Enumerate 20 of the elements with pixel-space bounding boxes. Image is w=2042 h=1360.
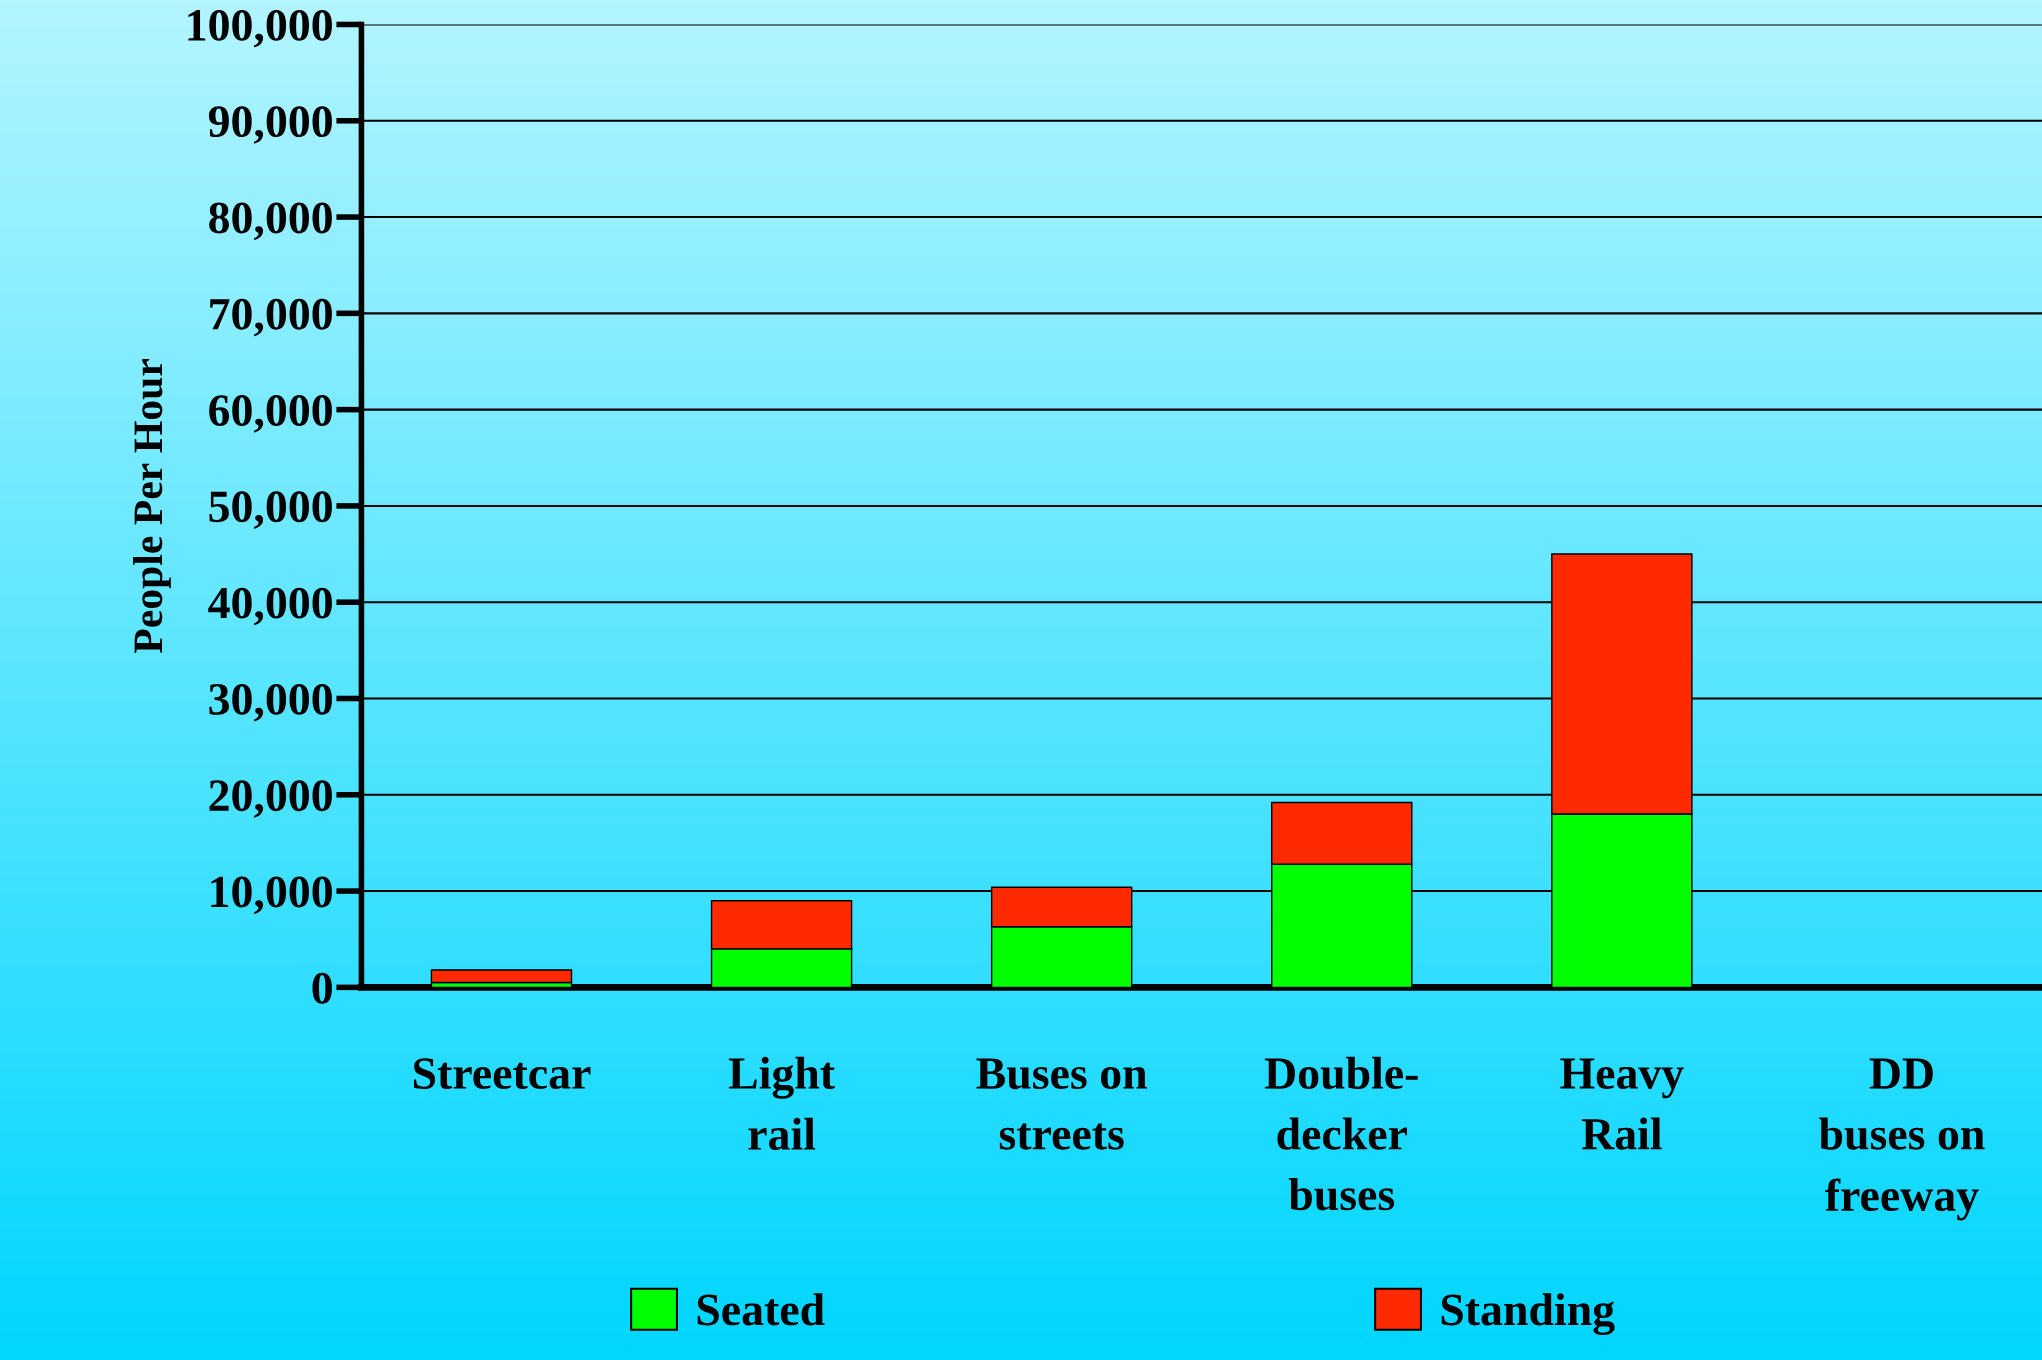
y-tick-label: 100,000 — [188, 9, 332, 48]
y-axis-title: People Per Hour — [133, 359, 171, 653]
y-tick-label: 20,000 — [209, 780, 332, 818]
y-tick-label: 50,000 — [209, 491, 332, 529]
x-tick-label: Light rail — [728, 1056, 835, 1151]
y-tick-label: 40,000 — [208, 587, 332, 626]
y-tick-label: 90,000 — [208, 106, 332, 144]
y-tick-label: 70,000 — [210, 298, 332, 337]
x-tick-label: Buses on streets — [976, 1058, 1147, 1150]
legend-label: Standing — [1441, 1293, 1615, 1336]
y-tick-label: 60,000 — [209, 395, 332, 433]
legend-label: Seated — [697, 1293, 825, 1326]
x-tick-label: Streetcar — [414, 1058, 591, 1090]
x-tick-label: Heavy Rail — [1560, 1058, 1684, 1150]
y-tick-label: 10,000 — [211, 876, 332, 915]
x-tick-label: DD buses on freeway — [1819, 1058, 1985, 1221]
x-tick-label: Double- decker buses — [1264, 1056, 1418, 1211]
y-tick-label: 30,000 — [209, 683, 332, 722]
y-tick-label: 0 — [312, 972, 332, 1004]
y-tick-label: 80,000 — [209, 202, 332, 241]
